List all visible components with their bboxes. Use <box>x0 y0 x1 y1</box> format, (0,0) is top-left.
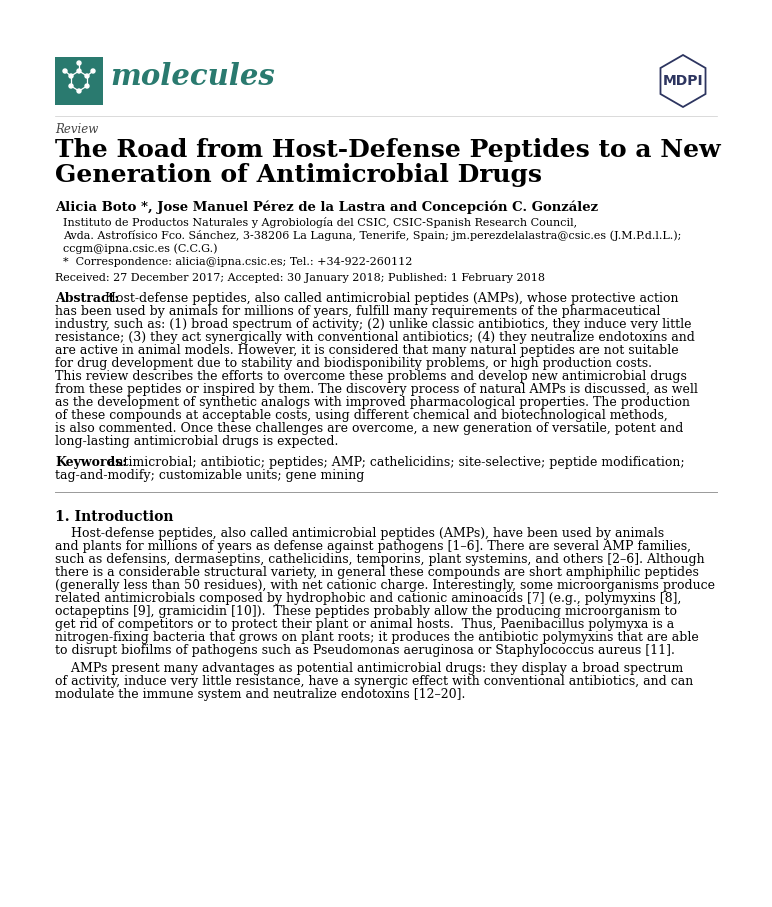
Text: industry, such as: (1) broad spectrum of activity; (2) unlike classic antibiotic: industry, such as: (1) broad spectrum of… <box>55 317 692 330</box>
Circle shape <box>77 89 81 93</box>
Text: long-lasting antimicrobial drugs is expected.: long-lasting antimicrobial drugs is expe… <box>55 434 338 447</box>
Text: there is a considerable structural variety, in general these compounds are short: there is a considerable structural varie… <box>55 566 699 579</box>
Circle shape <box>91 69 95 73</box>
Circle shape <box>63 69 67 73</box>
Text: (generally less than 50 residues), with net cationic charge. Interestingly, some: (generally less than 50 residues), with … <box>55 579 715 591</box>
Circle shape <box>69 84 73 88</box>
Text: antimicrobial; antibiotic; peptides; AMP; cathelicidins; site-selective; peptide: antimicrobial; antibiotic; peptides; AMP… <box>108 455 685 469</box>
Text: AMPs present many advantages as potential antimicrobial drugs: they display a br: AMPs present many advantages as potentia… <box>55 661 683 675</box>
Text: to disrupt biofilms of pathogens such as Pseudomonas aeruginosa or Staphylococcu: to disrupt biofilms of pathogens such as… <box>55 644 675 657</box>
Text: Abstract:: Abstract: <box>55 291 119 305</box>
Text: is also commented. Once these challenges are overcome, a new generation of versa: is also commented. Once these challenges… <box>55 422 683 434</box>
FancyBboxPatch shape <box>55 57 103 105</box>
Text: for drug development due to stability and biodisponibility problems, or high pro: for drug development due to stability an… <box>55 356 652 369</box>
Text: Received: 27 December 2017; Accepted: 30 January 2018; Published: 1 February 201: Received: 27 December 2017; Accepted: 30… <box>55 273 545 283</box>
Circle shape <box>77 69 81 73</box>
Text: The Road from Host-Defense Peptides to a New: The Road from Host-Defense Peptides to a… <box>55 138 720 162</box>
Text: get rid of competitors or to protect their plant or animal hosts.  Thus, Paeniba: get rid of competitors or to protect the… <box>55 618 674 630</box>
Text: of activity, induce very little resistance, have a synergic effect with conventi: of activity, induce very little resistan… <box>55 675 693 688</box>
Circle shape <box>85 84 89 88</box>
Text: such as defensins, dermaseptins, cathelicidins, temporins, plant systemins, and : such as defensins, dermaseptins, catheli… <box>55 552 705 566</box>
Text: This review describes the efforts to overcome these problems and develop new ant: This review describes the efforts to ove… <box>55 369 687 383</box>
Text: of these compounds at acceptable costs, using different chemical and biotechnolo: of these compounds at acceptable costs, … <box>55 408 668 422</box>
Text: Alicia Boto *, Jose Manuel Pérez de la Lastra and Concepción C. González: Alicia Boto *, Jose Manuel Pérez de la L… <box>55 200 598 213</box>
Text: molecules: molecules <box>110 62 275 91</box>
Text: related antimicrobials composed by hydrophobic and cationic aminoacids [7] (e.g.: related antimicrobials composed by hydro… <box>55 591 682 605</box>
Text: Keywords:: Keywords: <box>55 455 127 469</box>
Text: Avda. Astrofísico Fco. Sánchez, 3-38206 La Laguna, Tenerife, Spain; jm.perezdela: Avda. Astrofísico Fco. Sánchez, 3-38206 … <box>63 230 682 241</box>
Text: are active in animal models. However, it is considered that many natural peptide: are active in animal models. However, it… <box>55 344 679 356</box>
Text: resistance; (3) they act synergically with conventional antibiotics; (4) they ne: resistance; (3) they act synergically wi… <box>55 330 695 344</box>
Text: has been used by animals for millions of years, fulfill many requirements of the: has been used by animals for millions of… <box>55 305 660 317</box>
Text: Instituto de Productos Naturales y Agrobiología del CSIC, CSIC-Spanish Research : Instituto de Productos Naturales y Agrob… <box>63 217 577 228</box>
Circle shape <box>77 61 81 65</box>
Text: as the development of synthetic analogs with improved pharmacological properties: as the development of synthetic analogs … <box>55 395 690 408</box>
Text: MDPI: MDPI <box>662 74 703 88</box>
Text: Host-defense peptides, also called antimicrobial peptides (AMPs), have been used: Host-defense peptides, also called antim… <box>55 527 664 540</box>
Text: nitrogen-fixing bacteria that grows on plant roots; it produces the antibiotic p: nitrogen-fixing bacteria that grows on p… <box>55 630 699 644</box>
Text: Generation of Antimicrobial Drugs: Generation of Antimicrobial Drugs <box>55 163 542 187</box>
Text: octapeptins [9], gramicidin [10]).  These peptides probably allow the producing : octapeptins [9], gramicidin [10]). These… <box>55 605 677 618</box>
Text: ccgm@ipna.csic.es (C.C.G.): ccgm@ipna.csic.es (C.C.G.) <box>63 243 218 254</box>
Text: 1. Introduction: 1. Introduction <box>55 510 174 523</box>
Text: modulate the immune system and neutralize endotoxins [12–20].: modulate the immune system and neutraliz… <box>55 688 466 700</box>
Text: Review: Review <box>55 123 98 136</box>
Circle shape <box>69 74 73 78</box>
Text: *  Correspondence: alicia@ipna.csic.es; Tel.: +34-922-260112: * Correspondence: alicia@ipna.csic.es; T… <box>63 257 412 267</box>
Text: Host-defense peptides, also called antimicrobial peptides (AMPs), whose protecti: Host-defense peptides, also called antim… <box>105 291 679 305</box>
Text: and plants for millions of years as defense against pathogens [1–6]. There are s: and plants for millions of years as defe… <box>55 540 691 552</box>
Circle shape <box>85 74 89 78</box>
Text: from these peptides or inspired by them. The discovery process of natural AMPs i: from these peptides or inspired by them.… <box>55 383 698 395</box>
Text: tag-and-modify; customizable units; gene mining: tag-and-modify; customizable units; gene… <box>55 469 364 482</box>
